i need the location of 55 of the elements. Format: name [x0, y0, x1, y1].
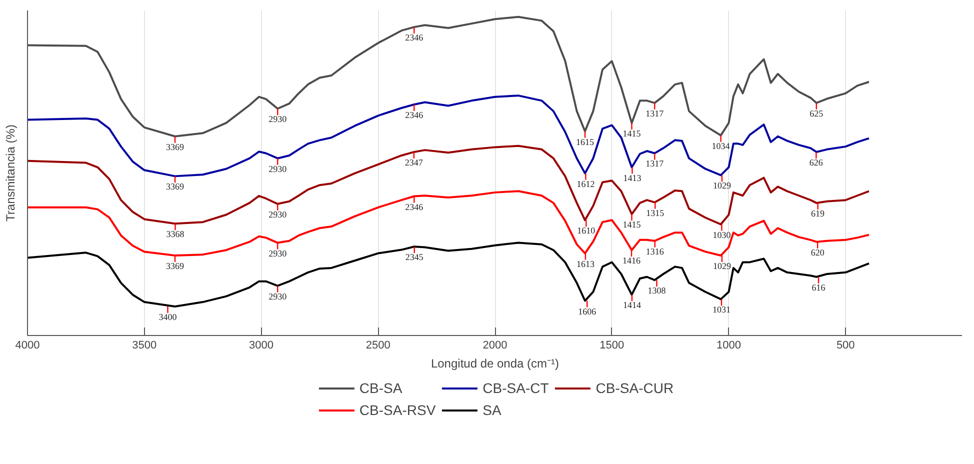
annotation: 1613: [576, 258, 595, 269]
annotation: 1615: [576, 136, 594, 147]
annotation: 3369: [166, 261, 184, 272]
annotation: 2930: [268, 291, 288, 302]
x-tick-label: 1000: [716, 340, 741, 352]
annotation: 2930: [268, 248, 288, 258]
annotation: 3369: [166, 182, 184, 192]
annotation: 2346: [405, 32, 424, 43]
legend-label: CB-SA: [359, 380, 402, 396]
x-tick-label: 2000: [482, 340, 508, 352]
annotation: 616: [812, 282, 826, 292]
annotation: 620: [810, 247, 825, 258]
x-tick-label: 4000: [15, 340, 40, 352]
x-tick-label: 1500: [600, 340, 624, 352]
annotation: 1029: [712, 180, 732, 191]
annotation: 1315: [646, 208, 665, 218]
legend-label: CB-SA-CUR: [596, 380, 674, 396]
annotation: 3369: [166, 142, 184, 152]
x-tick-label: 3500: [132, 340, 157, 352]
annotation: 2930: [268, 209, 288, 220]
annotation: 1610: [577, 226, 596, 236]
annotation: 3368: [166, 229, 185, 240]
annotation: 625: [810, 108, 824, 118]
x-tick-label: 2500: [366, 340, 390, 352]
legend-label: CB-SA-CT: [482, 380, 549, 396]
annotation: 1034: [712, 140, 730, 151]
annotation: 1031: [712, 304, 731, 315]
annotation: 2345: [405, 252, 424, 262]
legend-label: CB-SA-RSV: [359, 402, 436, 418]
x-tick-label: 500: [836, 340, 855, 352]
annotation: 1317: [646, 158, 664, 169]
annotation: 1415: [622, 220, 642, 230]
annotation: 1413: [623, 172, 642, 183]
annotation: 1029: [712, 261, 732, 272]
x-axis-title: Longitud de onda (cm⁻¹): [430, 356, 560, 370]
legend-label: SA: [482, 402, 502, 418]
annotation: 619: [811, 208, 826, 218]
annotation: 2930: [268, 164, 288, 174]
annotation: 1606: [578, 306, 597, 316]
annotation: 1612: [576, 178, 595, 189]
annotation: 2930: [268, 114, 288, 124]
annotation: 2346: [405, 202, 424, 212]
y-axis-title: Transmitancia (%): [4, 124, 18, 222]
annotation: 1308: [648, 286, 666, 296]
annotation: 1414: [622, 300, 642, 310]
annotation: 1030: [712, 230, 732, 240]
x-tick-label: 3000: [249, 340, 274, 352]
annotation: 1415: [622, 128, 642, 138]
annotation: 1316: [646, 246, 664, 256]
annotation: 1416: [622, 256, 642, 266]
annotation: 2346: [405, 110, 424, 120]
annotation: 3400: [158, 312, 178, 322]
annotation: 1317: [646, 108, 664, 118]
annotation: 2347: [404, 157, 424, 168]
annotation: 626: [809, 157, 824, 168]
